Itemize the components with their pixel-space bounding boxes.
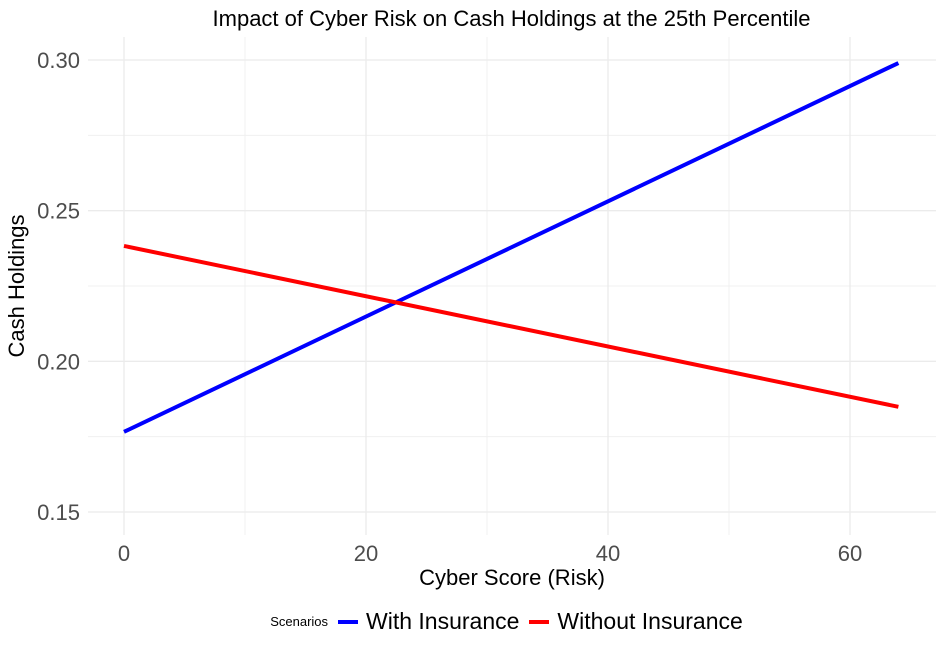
legend-key-blue-line-icon: [338, 619, 359, 624]
y-axis-label: Cash Holdings: [4, 214, 29, 357]
y-tick-label: 0.30: [37, 48, 80, 73]
x-tick-label: 60: [838, 541, 862, 566]
y-tick-label: 0.20: [37, 349, 80, 374]
x-axis-label: Cyber Score (Risk): [419, 565, 605, 590]
legend-item-without-insurance: Without Insurance: [529, 608, 743, 635]
y-tick-label: 0.25: [37, 199, 80, 224]
chart-title: Impact of Cyber Risk on Cash Holdings at…: [212, 6, 811, 31]
x-tick-label: 20: [354, 541, 378, 566]
legend-label: With Insurance: [366, 608, 520, 634]
legend-label: Without Insurance: [557, 608, 743, 634]
legend: Scenarios With Insurance Without Insuran…: [0, 608, 943, 635]
series-line-with-insurance: [123, 61, 900, 434]
x-tick-label: 0: [118, 541, 130, 566]
legend-item-with-insurance: With Insurance: [338, 608, 519, 635]
x-tick-label: 40: [596, 541, 620, 566]
legend-title: Scenarios: [270, 614, 329, 629]
series-line-without-insurance: [123, 243, 899, 409]
legend-key-red-line-icon: [529, 619, 550, 624]
y-tick-label: 0.15: [37, 500, 80, 525]
